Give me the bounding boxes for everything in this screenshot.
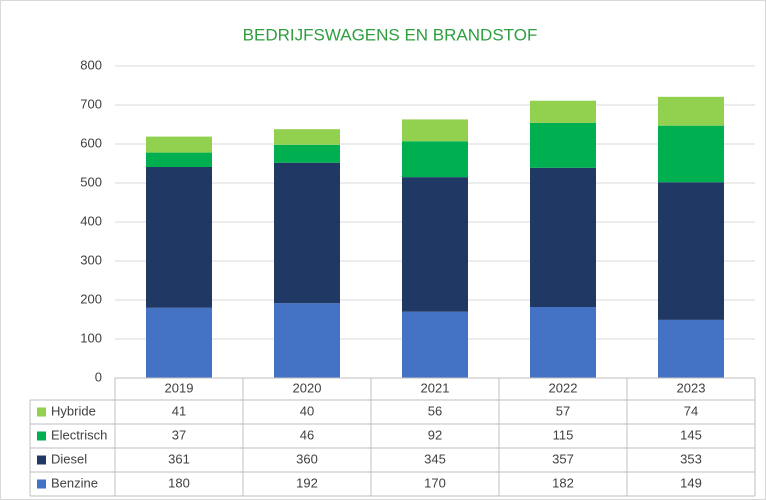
x-tick-label: 2022 xyxy=(549,380,578,395)
y-tick-label: 600 xyxy=(80,135,102,150)
y-tick-label: 200 xyxy=(80,291,102,306)
y-tick-label: 800 xyxy=(80,57,102,72)
bar-segment xyxy=(274,162,340,304)
table-value: 145 xyxy=(680,427,702,442)
x-tick-label: 2021 xyxy=(421,380,450,395)
legend-label: Electrisch xyxy=(51,427,107,442)
y-tick-label: 300 xyxy=(80,252,102,267)
bar-segment xyxy=(402,177,468,312)
table-value: 353 xyxy=(680,451,702,466)
table-value: 361 xyxy=(168,451,190,466)
table-value: 56 xyxy=(428,403,442,418)
legend-swatch xyxy=(37,407,46,417)
x-tick-label: 2019 xyxy=(165,380,194,395)
chart-title: BEDRIJFSWAGENS EN BRANDSTOF xyxy=(243,25,538,44)
x-tick-label: 2023 xyxy=(677,380,706,395)
table-value: 357 xyxy=(552,451,574,466)
y-tick-label: 700 xyxy=(80,96,102,111)
y-tick-label: 100 xyxy=(80,330,102,345)
table-value: 40 xyxy=(300,403,314,418)
legend-label: Benzine xyxy=(51,475,98,490)
bar-segment xyxy=(274,303,340,378)
legend-swatch xyxy=(37,479,46,489)
bar-segment xyxy=(402,119,468,142)
legend-label: Diesel xyxy=(51,451,87,466)
table-value: 170 xyxy=(424,475,446,490)
table-value: 57 xyxy=(556,403,570,418)
table-value: 182 xyxy=(552,475,574,490)
x-tick-label: 2020 xyxy=(293,380,322,395)
bar-segment xyxy=(274,129,340,145)
table-value: 92 xyxy=(428,427,442,442)
table-value: 46 xyxy=(300,427,314,442)
bar-segment xyxy=(530,122,596,168)
legend-swatch xyxy=(37,431,46,441)
bar-segment xyxy=(146,307,212,378)
table-value: 37 xyxy=(172,427,186,442)
bar-segment xyxy=(658,182,724,320)
table-value: 180 xyxy=(168,475,190,490)
table-value: 115 xyxy=(553,427,574,442)
bar-segment xyxy=(274,144,340,163)
bar-segment xyxy=(146,136,212,153)
y-tick-label: 400 xyxy=(80,213,102,228)
bar-segment xyxy=(658,319,724,378)
legend-label: Hybride xyxy=(51,403,96,418)
bar-segment xyxy=(146,167,212,308)
table-value: 149 xyxy=(680,475,702,490)
legend-swatch xyxy=(37,455,46,465)
bar-segment xyxy=(146,152,212,168)
table-value: 74 xyxy=(684,403,698,418)
y-tick-label: 0 xyxy=(95,369,102,384)
table-value: 41 xyxy=(172,403,186,418)
bar-segment xyxy=(402,141,468,178)
bar-segment xyxy=(402,311,468,378)
table-value: 345 xyxy=(424,451,446,466)
bar-segment xyxy=(530,100,596,123)
table-value: 360 xyxy=(296,451,318,466)
bar-segment xyxy=(658,125,724,183)
table-value: 192 xyxy=(296,475,318,490)
bar-segment xyxy=(530,307,596,378)
bar-segment xyxy=(658,96,724,126)
bar-segment xyxy=(530,167,596,308)
y-tick-label: 500 xyxy=(80,174,102,189)
